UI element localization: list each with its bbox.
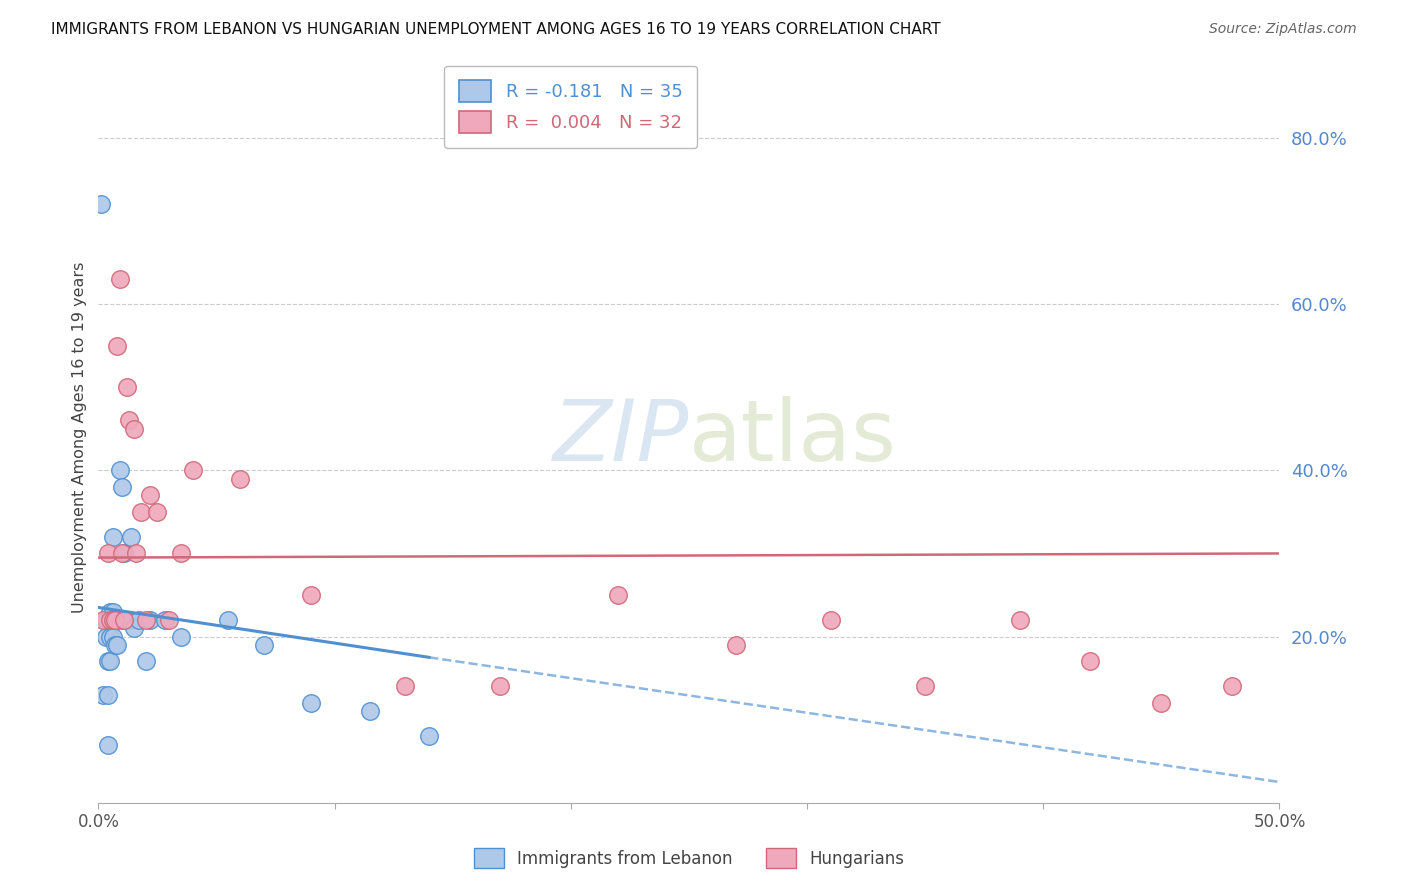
Point xyxy=(139,488,162,502)
Point xyxy=(91,688,114,702)
Point xyxy=(170,546,193,560)
Point xyxy=(97,546,120,560)
Point xyxy=(181,463,204,477)
Point xyxy=(128,613,150,627)
Point xyxy=(607,588,630,602)
Point xyxy=(125,546,148,560)
Point xyxy=(111,613,134,627)
Point xyxy=(121,530,143,544)
Point xyxy=(104,613,127,627)
Point xyxy=(725,638,748,652)
Point xyxy=(1150,696,1173,710)
Point xyxy=(229,472,252,486)
Point xyxy=(122,621,145,635)
Point xyxy=(1220,680,1243,694)
Point xyxy=(170,630,193,644)
Point xyxy=(111,480,134,494)
Point xyxy=(112,546,135,560)
Point xyxy=(146,505,169,519)
Point xyxy=(489,680,512,694)
Point xyxy=(253,638,276,652)
Point xyxy=(418,729,440,743)
Point xyxy=(135,655,157,669)
Point xyxy=(820,613,842,627)
Point xyxy=(104,613,127,627)
Point xyxy=(90,197,112,211)
Point xyxy=(94,630,117,644)
Point xyxy=(98,613,121,627)
Point xyxy=(153,613,176,627)
Point xyxy=(108,272,131,286)
Point xyxy=(112,613,135,627)
Text: IMMIGRANTS FROM LEBANON VS HUNGARIAN UNEMPLOYMENT AMONG AGES 16 TO 19 YEARS CORR: IMMIGRANTS FROM LEBANON VS HUNGARIAN UNE… xyxy=(51,22,941,37)
Point xyxy=(135,613,157,627)
Point xyxy=(97,688,120,702)
Point xyxy=(914,680,936,694)
Point xyxy=(1008,613,1031,627)
Point xyxy=(299,696,322,710)
Text: ZIP: ZIP xyxy=(553,395,689,479)
Point xyxy=(118,613,141,627)
Legend: Immigrants from Lebanon, Hungarians: Immigrants from Lebanon, Hungarians xyxy=(467,841,911,875)
Point xyxy=(217,613,239,627)
Point xyxy=(104,638,127,652)
Text: Source: ZipAtlas.com: Source: ZipAtlas.com xyxy=(1209,22,1357,37)
Point xyxy=(105,638,128,652)
Y-axis label: Unemployment Among Ages 16 to 19 years: Unemployment Among Ages 16 to 19 years xyxy=(72,261,87,613)
Point xyxy=(94,613,117,627)
Point xyxy=(97,738,120,752)
Point xyxy=(1080,655,1102,669)
Text: atlas: atlas xyxy=(689,395,897,479)
Point xyxy=(101,605,124,619)
Point xyxy=(118,413,141,427)
Point xyxy=(129,505,152,519)
Point xyxy=(101,530,124,544)
Point xyxy=(394,680,416,694)
Point xyxy=(122,422,145,436)
Point xyxy=(101,630,124,644)
Point xyxy=(97,655,120,669)
Point xyxy=(115,380,138,394)
Point xyxy=(108,463,131,477)
Point xyxy=(98,605,121,619)
Point xyxy=(139,613,162,627)
Point xyxy=(98,630,121,644)
Point xyxy=(105,613,128,627)
Point xyxy=(299,588,322,602)
Point xyxy=(91,613,114,627)
Point xyxy=(98,655,121,669)
Point xyxy=(157,613,180,627)
Point xyxy=(359,705,381,719)
Point xyxy=(105,338,128,352)
Point xyxy=(111,546,134,560)
Point xyxy=(115,613,138,627)
Point xyxy=(101,613,124,627)
